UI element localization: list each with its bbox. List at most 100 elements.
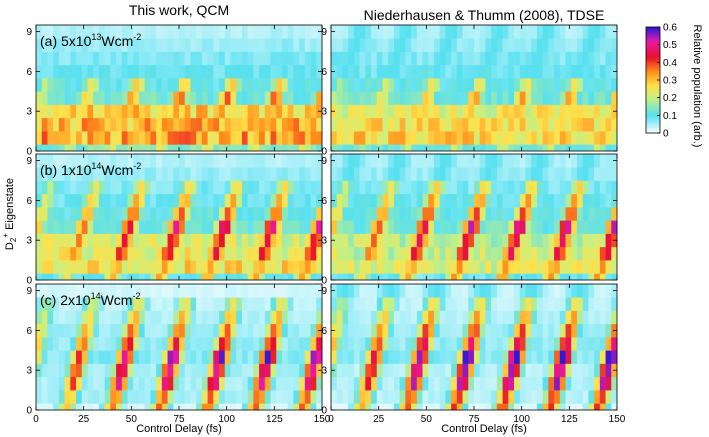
heat-cell	[468, 233, 475, 248]
heat-cell	[559, 297, 566, 311]
heat-cell	[110, 220, 117, 234]
heat-cell	[213, 25, 220, 39]
heat-cell	[53, 323, 60, 338]
heat-cell	[519, 284, 526, 298]
heat-cell	[491, 117, 498, 132]
heat-cell	[519, 38, 526, 52]
heat-cell	[70, 64, 77, 79]
heat-cell	[508, 273, 515, 281]
heat-cell	[599, 104, 606, 119]
heat-cell	[399, 64, 406, 79]
heat-cell	[331, 350, 338, 364]
heat-cell	[58, 233, 65, 248]
heat-cell	[531, 363, 538, 378]
heat-cell	[576, 273, 583, 281]
heat-cell	[138, 91, 145, 105]
heat-cell	[190, 25, 197, 39]
heat-cell	[127, 297, 134, 311]
heat-cell	[514, 38, 521, 52]
heat-cell	[150, 154, 157, 168]
heat-cell	[167, 64, 174, 79]
heat-cell	[236, 154, 243, 168]
heat-cell	[445, 131, 452, 145]
heat-cell	[502, 144, 509, 152]
heat-cell	[422, 154, 429, 168]
heat-cell	[281, 25, 288, 39]
heat-cell	[359, 167, 366, 181]
heat-cell	[58, 64, 65, 79]
heat-cell	[485, 38, 492, 52]
heat-cell	[293, 117, 300, 132]
heat-cell	[382, 117, 389, 132]
heat-cell	[293, 390, 300, 404]
heat-cell	[224, 104, 231, 119]
heat-cell	[554, 51, 561, 66]
heat-cell	[519, 337, 526, 351]
heat-cell	[365, 78, 372, 92]
heat-cell	[76, 207, 83, 221]
heat-cell	[276, 390, 283, 404]
heat-cell	[70, 260, 77, 274]
heat-cell	[173, 260, 180, 274]
heat-cell	[58, 25, 65, 39]
heat-cell	[190, 154, 197, 168]
heat-cell	[399, 390, 406, 404]
heat-cell	[184, 297, 191, 311]
heat-cell	[468, 144, 475, 152]
heat-cell	[365, 350, 372, 364]
heat-cell	[190, 167, 197, 181]
heat-cell	[382, 273, 389, 281]
heat-cell	[76, 25, 83, 39]
heat-cell	[98, 310, 105, 325]
heat-cell	[508, 180, 515, 195]
heat-cell	[519, 51, 526, 66]
colorbar-segment	[646, 110, 660, 113]
heat-cell	[299, 310, 306, 325]
heat-cell	[81, 64, 88, 79]
heat-cell	[514, 131, 521, 145]
heat-cell	[161, 403, 168, 411]
heat-cell	[53, 51, 60, 66]
heat-cell	[582, 38, 589, 52]
heat-cell	[462, 323, 469, 338]
heat-cell	[576, 390, 583, 404]
heat-cell	[299, 144, 306, 152]
heat-cell	[144, 207, 151, 221]
heat-cell	[519, 403, 526, 411]
heat-cell	[116, 376, 123, 391]
heat-cell	[382, 310, 389, 325]
heat-cell	[304, 376, 311, 391]
heat-cell	[531, 64, 538, 79]
heat-cell	[230, 180, 237, 195]
heat-cell	[502, 154, 509, 168]
heat-cell	[293, 310, 300, 325]
heat-cell	[270, 38, 277, 52]
heat-cell	[270, 144, 277, 152]
heat-cell	[184, 25, 191, 39]
heat-cell	[133, 91, 140, 105]
heat-cell	[376, 350, 383, 364]
heat-cell	[201, 273, 208, 281]
heat-cell	[287, 284, 294, 298]
heat-cell	[451, 350, 458, 364]
heat-cell	[393, 284, 400, 298]
heat-cell	[514, 337, 521, 351]
heat-cell	[416, 104, 423, 119]
heat-cell	[47, 260, 54, 274]
heat-cell	[559, 91, 566, 105]
heat-cell	[554, 220, 561, 234]
heat-cell	[70, 297, 77, 311]
heat-cell	[376, 273, 383, 281]
heat-cell	[253, 25, 260, 39]
heat-cell	[468, 78, 475, 92]
heat-cell	[133, 104, 140, 119]
heat-cell	[542, 154, 549, 168]
heat-cell	[76, 350, 83, 364]
heat-cell	[156, 284, 163, 298]
heat-cell	[365, 193, 372, 208]
heat-cell	[93, 78, 100, 92]
heat-cell	[399, 25, 406, 39]
heat-cell	[293, 64, 300, 79]
heat-cell	[270, 260, 277, 274]
heat-cell	[388, 273, 395, 281]
